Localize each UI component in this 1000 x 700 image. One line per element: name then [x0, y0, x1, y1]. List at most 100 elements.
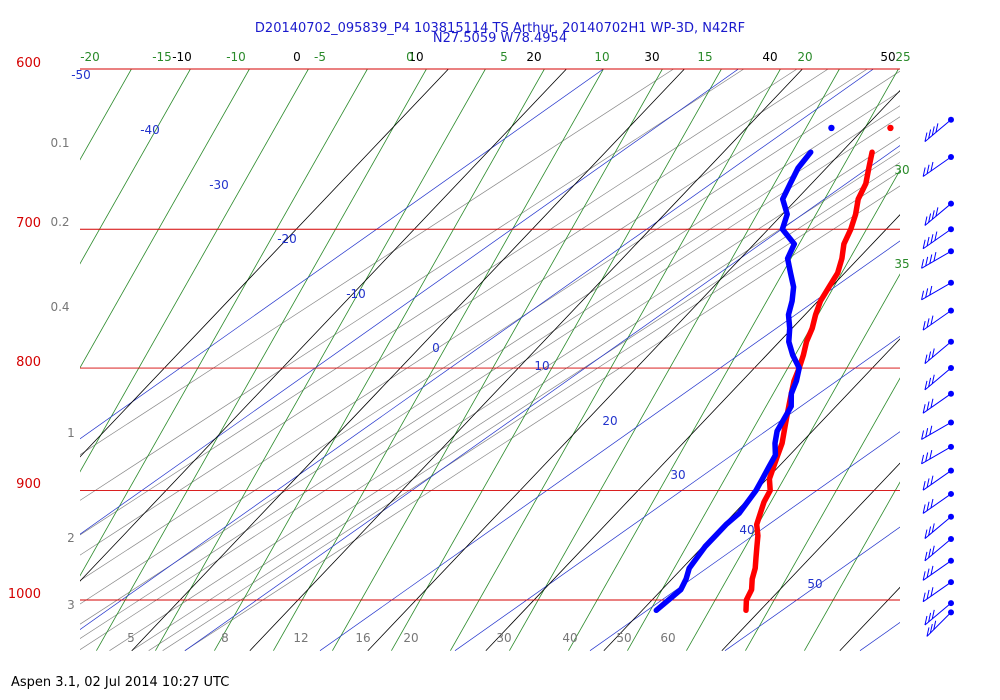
wind-barb	[924, 600, 954, 626]
moist-adiabat-line	[450, 69, 781, 651]
mixing-ratio-line	[80, 69, 829, 556]
mixing-ratio-label: 60	[660, 631, 675, 645]
wind-barb-feather	[930, 565, 934, 575]
wind-barb-shaft	[921, 282, 952, 301]
moist-adiabat-line	[155, 69, 486, 651]
isotherm-label: 30	[644, 50, 659, 64]
isotherm-line	[485, 214, 900, 651]
wind-barb	[924, 513, 954, 539]
moist-adiabat-label: 25	[895, 50, 910, 64]
wind-barb-shaft	[922, 470, 952, 491]
moist-adiabat-label: -5	[314, 50, 326, 64]
wind-barb-feather	[929, 425, 933, 435]
mixing-ratio-label: 5	[127, 631, 135, 645]
wind-barb-feather	[924, 615, 928, 626]
isotherm-line	[80, 69, 449, 458]
mixing-ratio-line	[109, 136, 900, 651]
isotherm-line	[603, 338, 900, 651]
wind-barb-feather	[933, 620, 937, 630]
height-tick-label: 0.4	[50, 300, 69, 314]
dry-adiabat-line	[454, 335, 900, 651]
isotherm-label: 0	[293, 50, 301, 64]
wind-barb-shaft	[924, 516, 952, 539]
temperature-top-marker	[887, 124, 894, 132]
isotherm-line	[721, 462, 900, 651]
moist-adiabat-label: 5	[500, 50, 508, 64]
mixing-ratio-line	[80, 69, 745, 501]
wind-barb-shaft	[922, 493, 952, 514]
mixing-ratio-line	[80, 105, 900, 639]
wind-barb-feather	[930, 234, 934, 244]
wind-barb-feather	[922, 481, 926, 491]
dry-adiabat-label: -40	[140, 123, 160, 137]
wind-barb-feather	[926, 401, 930, 411]
wind-barb-feather	[931, 545, 935, 555]
moist-adiabat-label: 0	[406, 50, 414, 64]
isotherm-line	[131, 69, 685, 651]
moist-adiabat-line	[804, 481, 900, 651]
wind-barb-feather	[925, 452, 929, 462]
wind-barb-feather	[921, 259, 925, 269]
dry-adiabat-label: -10	[346, 287, 366, 301]
mixing-ratio-label: 30	[496, 631, 511, 645]
mixing-ratio-line	[80, 70, 900, 605]
wind-barb-shaft	[922, 156, 952, 177]
wind-barb-shaft	[924, 119, 952, 142]
dry-adiabat-label: -30	[209, 178, 229, 192]
dewpoint-trace	[653, 149, 814, 614]
wind-barb-feather	[922, 321, 926, 331]
chart-title-line1: D20140702_095839_P4 103815114 TS Arthur,…	[255, 21, 745, 36]
wind-barb-feather	[924, 380, 928, 391]
wind-barb-shaft	[922, 310, 952, 331]
height-tick-label: 3	[67, 598, 75, 612]
isotherm-line	[249, 69, 803, 651]
isotherm-label: 40	[762, 50, 777, 64]
dry-adiabat-line	[724, 526, 900, 651]
wind-barb-feather	[930, 315, 934, 325]
dry-adiabat-label: -50	[71, 68, 91, 82]
wind-barb-feather	[922, 404, 926, 414]
wind-barb-feather	[922, 504, 926, 514]
isotherm-line	[839, 586, 900, 651]
wind-barb-feather	[928, 526, 932, 536]
wind-barb-feather	[929, 285, 933, 296]
dry-adiabat-label: 50	[807, 577, 822, 591]
dry-adiabat-line	[80, 69, 874, 630]
pressure-label: 800	[16, 355, 41, 370]
wind-barb	[922, 490, 954, 514]
wind-barb	[921, 248, 954, 269]
wind-barb-feather	[931, 210, 935, 220]
pressure-label: 600	[16, 56, 41, 71]
wind-barb-feather	[926, 236, 930, 247]
moist-adiabat-line	[686, 273, 900, 651]
wind-barb-feather	[922, 592, 926, 602]
wind-barb	[922, 579, 954, 603]
moist-adiabat-label: 30	[894, 163, 909, 177]
wind-barb	[922, 390, 954, 414]
wind-barb-feather	[931, 609, 935, 619]
moist-adiabat-line	[509, 69, 840, 651]
mixing-ratio-label: 12	[293, 631, 308, 645]
wind-barb-feather	[931, 374, 935, 384]
wind-barb-feather	[934, 231, 938, 241]
wind-barb	[924, 338, 954, 364]
mixing-ratio-label: 20	[403, 631, 418, 645]
isotherm-label: -10	[172, 50, 192, 64]
wind-barb-feather	[926, 568, 930, 578]
wind-barb-feather	[929, 449, 933, 460]
mixing-ratio-label: 16	[355, 631, 370, 645]
wind-barb-feather	[925, 256, 929, 267]
moist-adiabat-label: 20	[797, 50, 812, 64]
wind-barb	[924, 365, 954, 391]
footer-version: Aspen 3.1, 02 Jul 2014 10:27 UTC	[11, 675, 229, 690]
wind-barb-feather	[929, 623, 933, 634]
wind-barb-feather	[928, 213, 932, 223]
wind-barb-feather	[924, 216, 928, 226]
wind-barb-feather	[924, 551, 928, 561]
wind-barb-feather	[922, 167, 926, 177]
wind-barb-feather	[924, 132, 928, 142]
wind-barb	[922, 467, 954, 491]
wind-barb-feather	[930, 475, 934, 485]
wind-barb	[922, 557, 954, 581]
